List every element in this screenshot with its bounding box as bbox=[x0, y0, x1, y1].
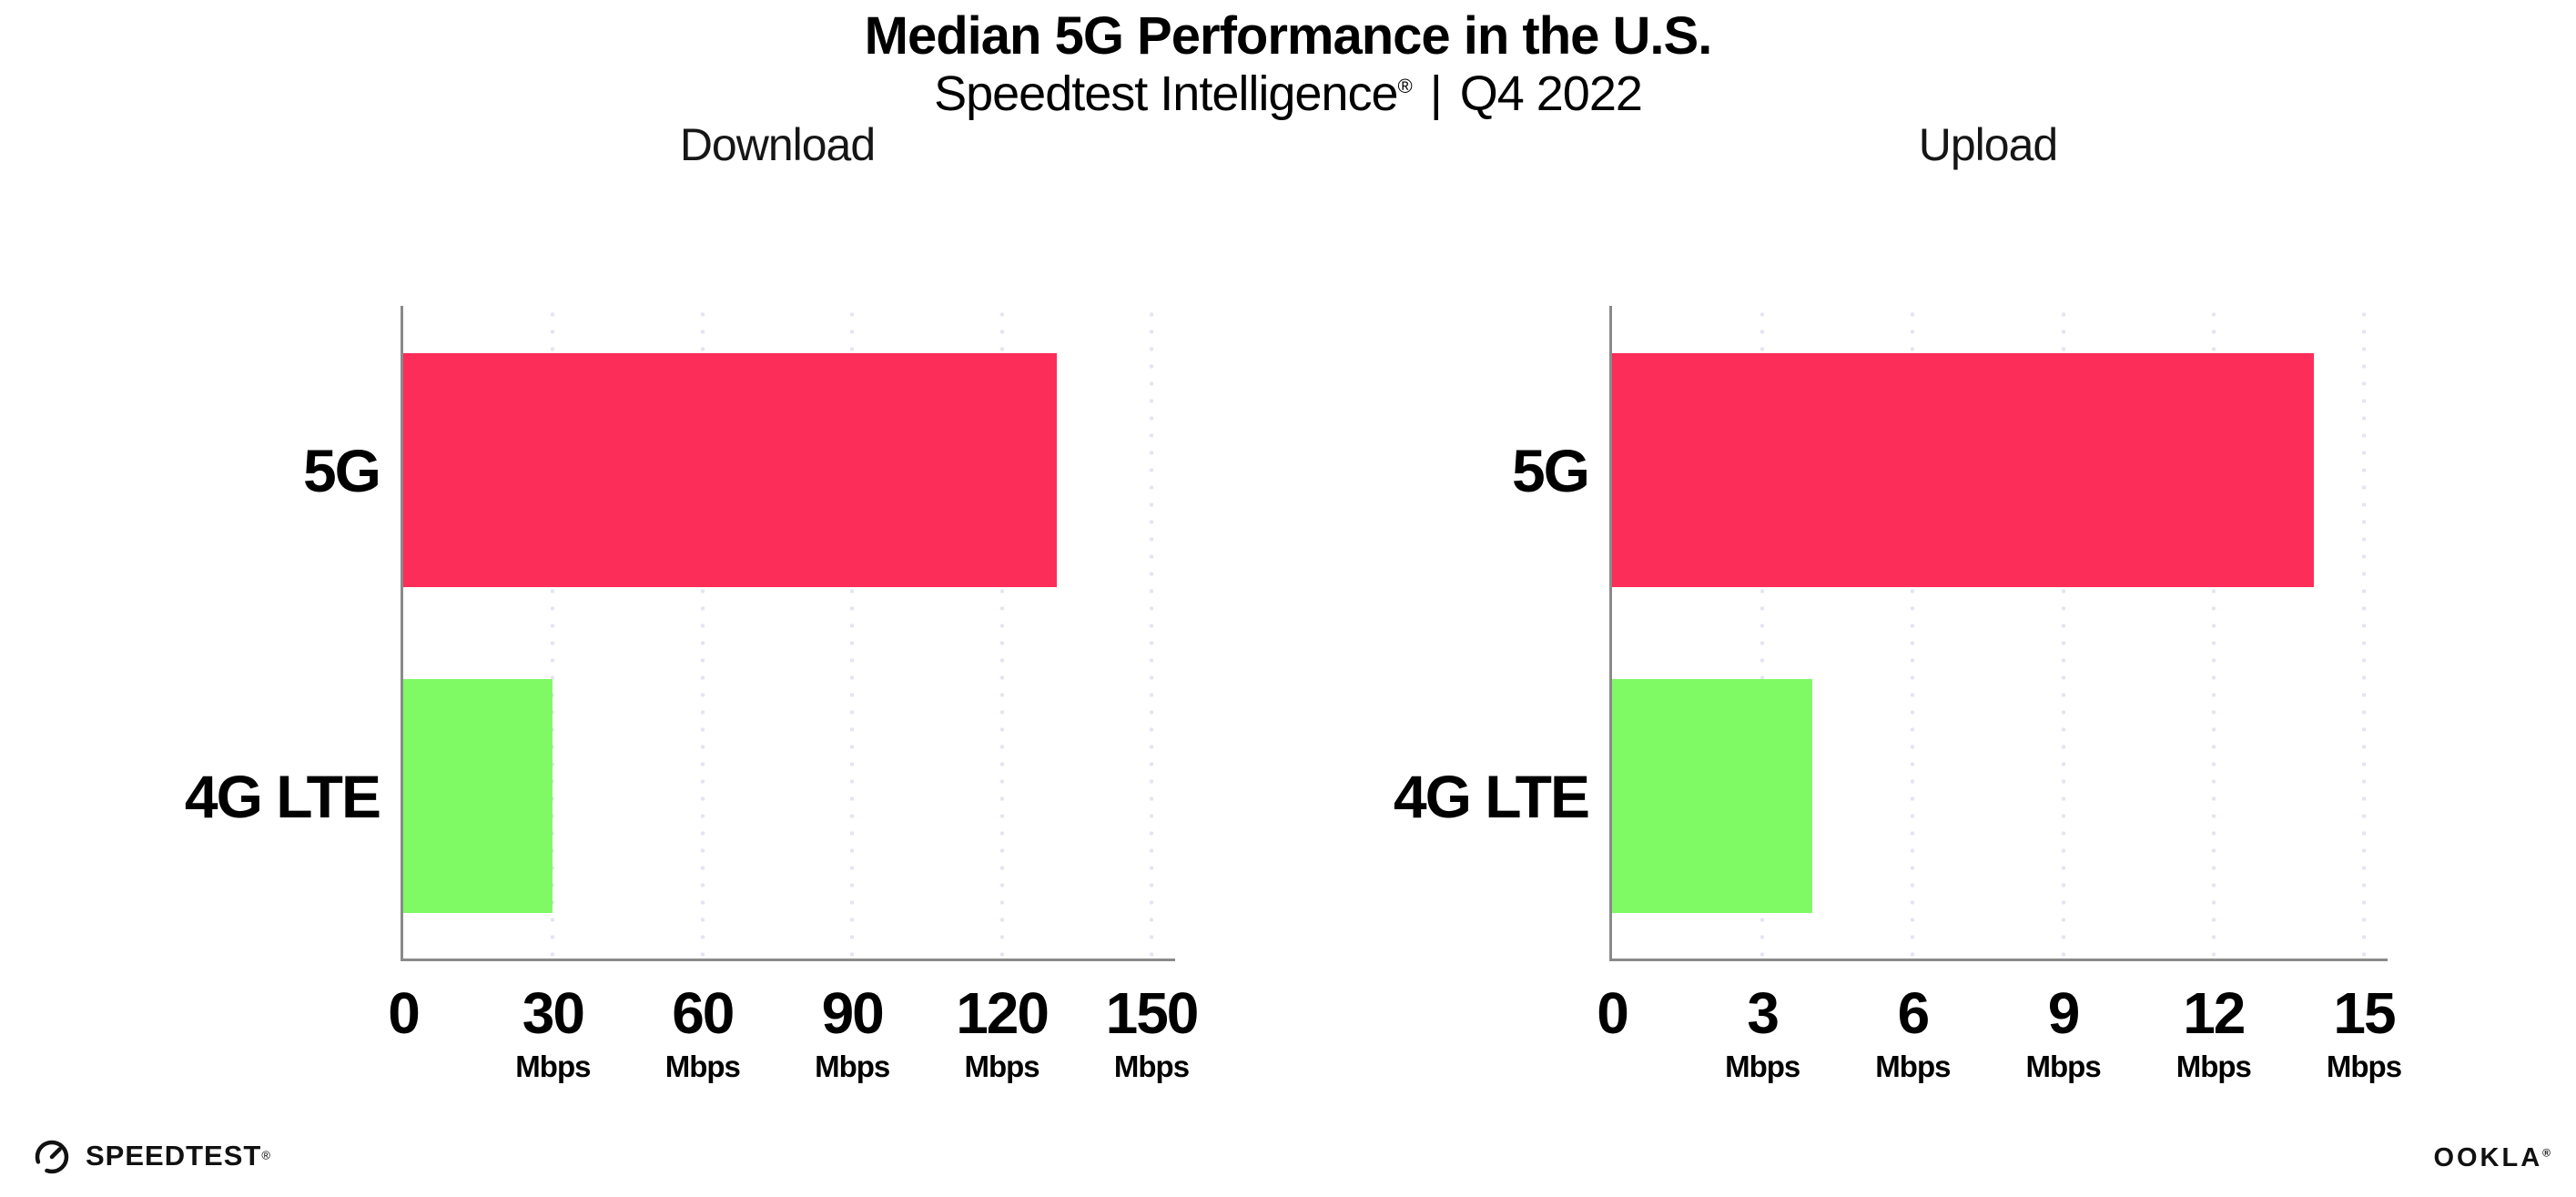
subtitle-separator: | bbox=[1429, 66, 1443, 121]
gridlines bbox=[403, 306, 1154, 959]
speedtest-gauge-icon bbox=[35, 1140, 69, 1174]
registered-mark: ® bbox=[2542, 1146, 2551, 1160]
tick-unit: Mbps bbox=[664, 1050, 741, 1083]
gridlines bbox=[1612, 306, 2367, 959]
tick-value: 6 bbox=[1897, 980, 1931, 1046]
tick-unit: Mbps bbox=[1725, 1050, 1800, 1083]
x-axis-ticks: 0 3 Mbps 6 Mbps 9 Mbps 12 Mbps 15 Mbps bbox=[1597, 959, 2402, 1104]
x-tick-label: 0 bbox=[1597, 980, 1629, 1046]
tick-value: 60 bbox=[672, 980, 735, 1046]
tick-unit: Mbps bbox=[1113, 1050, 1190, 1083]
ookla-wordmark: OOKLA bbox=[2433, 1143, 2543, 1172]
bar-4g-lte bbox=[1612, 679, 1813, 913]
gridline bbox=[1910, 306, 1915, 959]
x-tick-label: 30 Mbps bbox=[515, 980, 591, 1084]
x-tick-label: 12 Mbps bbox=[2175, 980, 2252, 1084]
gridline bbox=[2361, 306, 2367, 959]
ookla-logo: OOKLA® bbox=[2433, 1143, 2551, 1173]
gridline bbox=[2061, 306, 2066, 959]
tick-value: 3 bbox=[1747, 980, 1780, 1046]
tick-unit: Mbps bbox=[815, 1050, 890, 1083]
subtitle-period: Q4 2022 bbox=[1459, 66, 1643, 121]
gridline bbox=[849, 306, 855, 959]
gauge-needle bbox=[49, 1147, 62, 1160]
tick-value: 150 bbox=[1105, 980, 1200, 1046]
x-axis-ticks: 0 30 Mbps 60 Mbps 90 Mbps 120 Mbps 150 Mbps bbox=[388, 959, 1199, 1104]
registered-mark: ® bbox=[1397, 75, 1412, 97]
tick-unit: Mbps bbox=[2025, 1050, 2102, 1083]
bar-5g bbox=[403, 353, 1057, 587]
bars bbox=[1612, 306, 2364, 959]
category-label-4g-lte: 4G LTE bbox=[1393, 763, 1590, 830]
download-chart: Download 5G 4G LTE 0 30 Mbps 60 Mbps 90 Mbps 120… bbox=[185, 119, 1200, 1083]
chart-title-download: Download bbox=[679, 119, 876, 170]
subtitle: Speedtest Intelligence® | Q4 2022 bbox=[0, 66, 2576, 122]
x-tick-label: 60 Mbps bbox=[664, 980, 741, 1084]
tick-value: 30 bbox=[522, 980, 585, 1046]
tick-unit: Mbps bbox=[1875, 1050, 1951, 1083]
bars bbox=[403, 306, 1151, 959]
bar-4g-lte bbox=[403, 679, 553, 913]
tick-value: 90 bbox=[821, 980, 885, 1046]
category-label-5g: 5G bbox=[1511, 437, 1590, 504]
subtitle-brand: Speedtest Intelligence bbox=[934, 66, 1398, 121]
gridline bbox=[2211, 306, 2216, 959]
speedtest-logo: SPEEDTEST® bbox=[31, 1135, 270, 1177]
tick-unit: Mbps bbox=[2175, 1050, 2252, 1083]
bar-5g bbox=[1612, 353, 2314, 587]
gridline bbox=[700, 306, 705, 959]
category-label-4g-lte: 4G LTE bbox=[184, 763, 381, 830]
registered-mark: ® bbox=[261, 1148, 270, 1162]
tick-unit: Mbps bbox=[2326, 1050, 2402, 1083]
x-tick-label: 120 Mbps bbox=[956, 980, 1050, 1084]
gridline bbox=[1149, 306, 1154, 959]
tick-value: 0 bbox=[1597, 980, 1629, 1046]
main-title: Median 5G Performance in the U.S. bbox=[864, 6, 1713, 66]
tick-unit: Mbps bbox=[964, 1050, 1040, 1083]
x-tick-label: 150 Mbps bbox=[1105, 980, 1200, 1084]
speedtest-wordmark: SPEEDTEST bbox=[86, 1140, 262, 1172]
tick-unit: Mbps bbox=[515, 1050, 591, 1083]
gridline bbox=[1760, 306, 1765, 959]
gridline bbox=[999, 306, 1005, 959]
category-label-5g: 5G bbox=[302, 437, 381, 504]
tick-value: 12 bbox=[2183, 980, 2246, 1046]
tick-value: 9 bbox=[2047, 980, 2081, 1046]
gridline bbox=[550, 306, 555, 959]
x-tick-label: 9 Mbps bbox=[2025, 980, 2102, 1084]
x-tick-label: 3 Mbps bbox=[1725, 984, 1800, 1084]
tick-value: 15 bbox=[2333, 980, 2396, 1046]
chart-title-upload: Upload bbox=[1918, 119, 2058, 170]
x-tick-label: 15 Mbps bbox=[2326, 980, 2402, 1084]
tick-value: 0 bbox=[388, 980, 421, 1046]
upload-chart: Upload 5G 4G LTE 0 3 Mbps 6 Mbps 9 Mbps 12 Mbps 15… bbox=[1394, 119, 2402, 1083]
x-tick-label: 90 Mbps bbox=[815, 980, 890, 1084]
x-tick-label: 6 Mbps bbox=[1875, 980, 1951, 1084]
x-tick-label: 0 bbox=[388, 980, 421, 1046]
tick-value: 120 bbox=[956, 980, 1050, 1046]
